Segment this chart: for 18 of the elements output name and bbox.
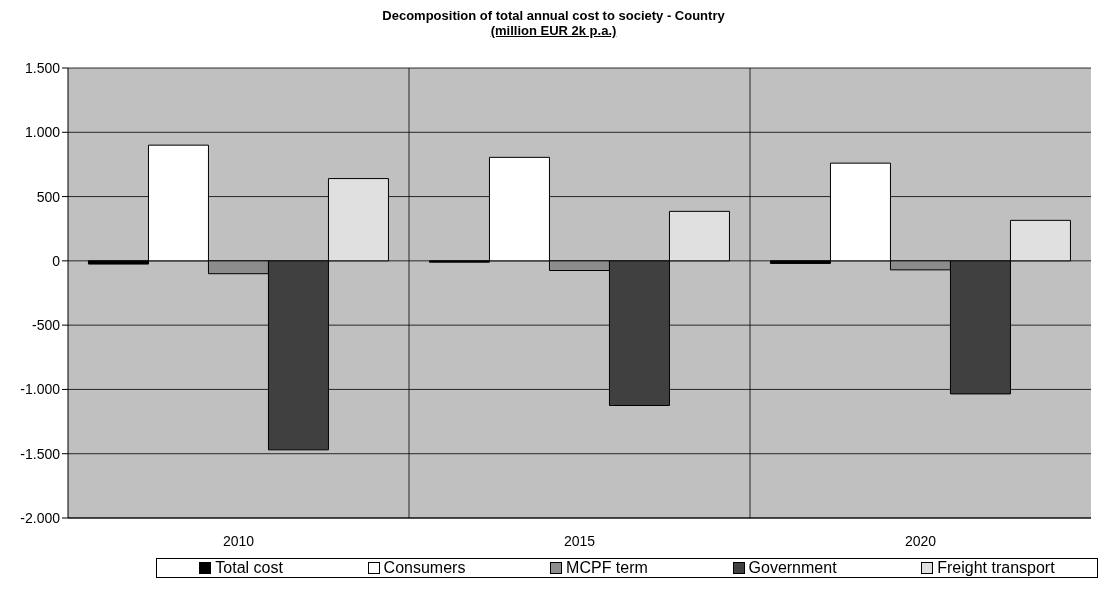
x-tick-label: 2020 <box>904 532 937 549</box>
y-tick-label: -1.000 <box>20 381 61 398</box>
x-tick-label: 2010 <box>222 532 255 549</box>
y-tick-label: -1.500 <box>20 445 61 462</box>
legend-label: Consumers <box>383 559 466 577</box>
y-tick-label: 0 <box>52 252 61 269</box>
legend-label: Government <box>748 559 837 577</box>
legend-label: Total cost <box>215 559 283 577</box>
y-tick-label: 500 <box>36 188 61 205</box>
y-tick-label: -500 <box>31 317 61 334</box>
y-tick-label: -2.000 <box>20 509 61 526</box>
legend-label: MCPF term <box>566 559 648 577</box>
legend-label: Freight transport <box>937 559 1055 577</box>
chart-subtitle: (million EUR 2k p.a.) <box>489 23 618 38</box>
y-tick-label: 1.000 <box>24 124 61 141</box>
y-tick-label: 1.500 <box>24 59 61 76</box>
chart-title: Decomposition of total annual cost to society - Country <box>381 8 726 23</box>
x-tick-label: 2015 <box>563 532 596 549</box>
